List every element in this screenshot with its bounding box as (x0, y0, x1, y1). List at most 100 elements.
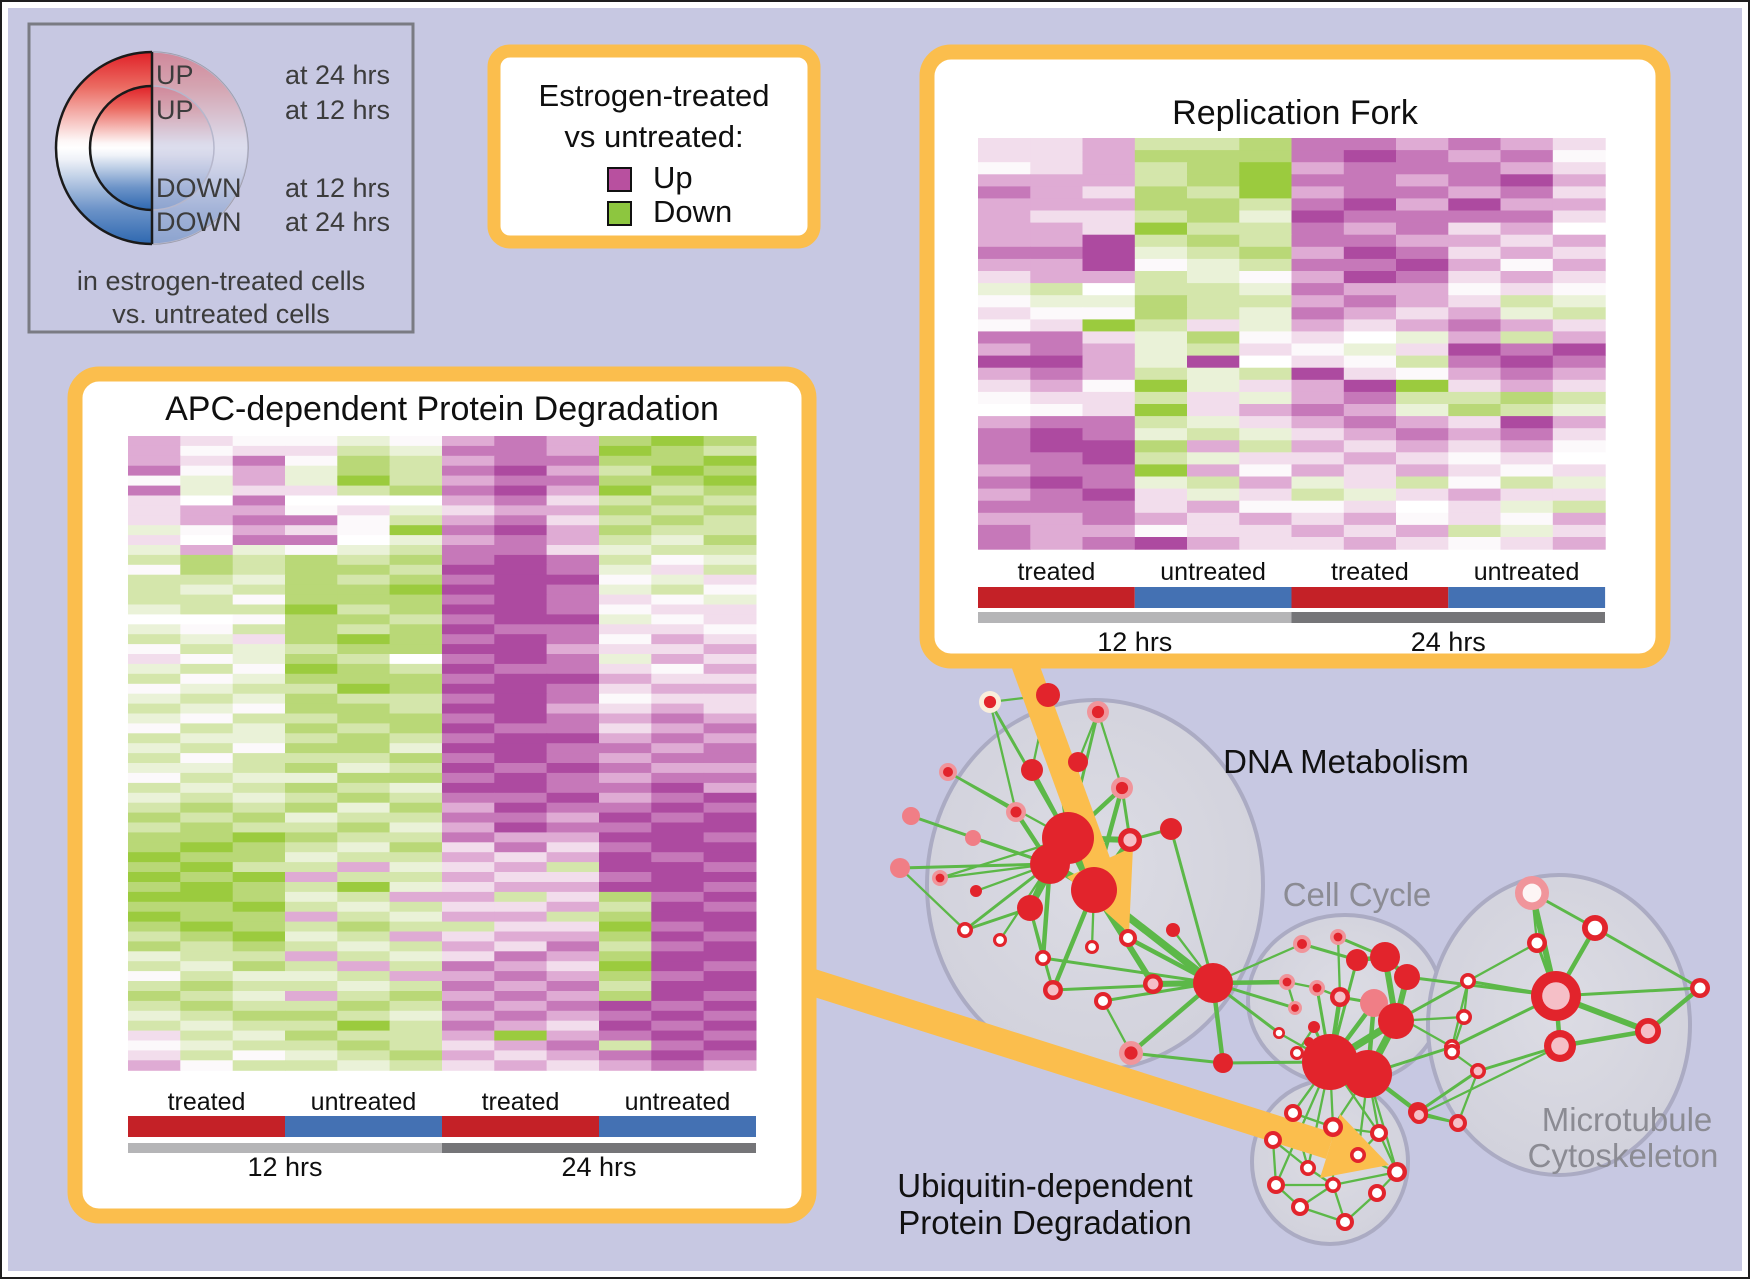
network-node-core (1123, 933, 1133, 943)
heatmap-cell (1343, 428, 1397, 441)
circle-legend-rows: UP at 24 hrs UP at 12 hrs DOWN at 12 hrs DOWN a… (156, 60, 390, 237)
heatmap-cell (1187, 391, 1240, 405)
heatmap-cell (1552, 246, 1606, 260)
heatmap-cell (651, 991, 705, 1002)
heatmap-cell (1030, 186, 1084, 200)
heatmap-cell (703, 644, 757, 655)
heatmap-cell (546, 832, 600, 843)
heatmap-cell (703, 782, 757, 794)
heatmap-cell (546, 891, 600, 903)
heatmap-cell (1291, 379, 1345, 393)
heatmap-cell (1082, 210, 1136, 224)
heatmap-cell (389, 554, 443, 566)
heatmap-cell (285, 455, 338, 467)
heatmap-cell (389, 1050, 443, 1061)
heatmap-cell (494, 901, 548, 913)
heatmap-cell (1082, 307, 1136, 320)
heatmap-cell (180, 802, 234, 814)
heatmap-cell (1082, 512, 1136, 526)
heatmap-cell (1030, 222, 1084, 236)
heatmap-cell (337, 505, 391, 516)
heatmap-cell (1239, 295, 1293, 308)
heatmap-cell (442, 743, 495, 754)
heatmap-cell (1448, 452, 1502, 465)
heatmap-cell (703, 485, 757, 497)
heatmap-cell (442, 614, 495, 625)
heatmap-cell (180, 485, 234, 497)
heatmap-cell (1500, 331, 1554, 345)
time-label: 24 hrs (561, 1152, 636, 1182)
heatmap-cell (703, 951, 757, 962)
heatmap-cell (1448, 258, 1502, 272)
heatmap-cell (1082, 355, 1136, 369)
heatmap-cell (1500, 440, 1554, 453)
heatmap-cell (1291, 428, 1345, 441)
heatmap-cell (1396, 367, 1449, 381)
microtubule-label-1: Microtubule (1542, 1101, 1713, 1138)
heatmap-cell (494, 941, 548, 952)
heatmap-cell (1552, 198, 1606, 212)
heatmap-cell (1134, 295, 1188, 308)
group-label: treated (482, 1088, 560, 1116)
heatmap-cell (494, 1020, 548, 1032)
heatmap-cell (494, 753, 548, 764)
heatmap-cell (337, 1000, 391, 1012)
heatmap-cell (1396, 246, 1449, 260)
heatmap-cell (978, 162, 1031, 175)
heatmap-cell (337, 535, 391, 546)
heatmap-cell (1134, 391, 1188, 405)
heatmap-cell (599, 981, 652, 992)
heatmap-cell (599, 872, 652, 883)
heatmap-cell (337, 634, 391, 645)
heatmap-cell (1448, 307, 1502, 320)
heatmap-cell (180, 921, 234, 933)
heatmap-cell (232, 644, 286, 655)
network-node-core (1312, 983, 1322, 993)
heatmap-cell (128, 465, 181, 477)
heatmap-cell (1448, 186, 1502, 200)
heatmap-cell (1187, 162, 1240, 175)
heatmap-cell (337, 693, 391, 705)
heatmap-cell (285, 782, 338, 794)
heatmap-cell (1552, 379, 1606, 393)
heatmap-cell (389, 832, 443, 843)
heatmap-cell (1082, 500, 1136, 514)
heatmap-cell (1082, 150, 1136, 163)
heatmap-cell (1239, 198, 1293, 212)
heatmap-cell (1030, 331, 1084, 345)
heatmap-cell (1082, 404, 1136, 417)
heatmap-cell (285, 1010, 338, 1022)
heatmap-cell (1291, 271, 1345, 284)
heatmap-cell (442, 842, 495, 853)
heatmap-cell (546, 554, 600, 566)
group-label: untreated (1474, 558, 1580, 586)
arrow-apc-shaft (740, 948, 1335, 1159)
heatmap-cell (651, 921, 705, 933)
heatmap-cell (442, 941, 495, 952)
heatmap-cell (651, 1030, 705, 1042)
heatmap-cell (1552, 476, 1606, 490)
heatmap-cell (337, 654, 391, 665)
heatmap-cell (232, 921, 286, 933)
heatmap-cell (389, 495, 443, 506)
heatmap-cell (285, 951, 338, 962)
heatmap-cell (599, 1050, 652, 1061)
heatmap-cell (285, 1030, 338, 1042)
heatmap-cell (232, 604, 286, 615)
heatmap-cell (703, 475, 757, 487)
heatmap-cell (494, 604, 548, 615)
heatmap-cell (128, 644, 181, 655)
heatmap-cell (1448, 428, 1502, 441)
heatmap-cell (389, 713, 443, 724)
heatmap-cell (978, 355, 1031, 369)
heatmap-cell (180, 911, 234, 923)
heatmap-cell (494, 792, 548, 804)
heatmap-cell (1500, 537, 1554, 550)
heatmap-cell (180, 901, 234, 913)
heatmap-cell (442, 802, 495, 814)
heatmap-cell (337, 733, 391, 744)
heatmap-cell (1396, 440, 1449, 453)
heatmap-cell (1343, 355, 1397, 369)
heatmap-cell (978, 452, 1031, 465)
